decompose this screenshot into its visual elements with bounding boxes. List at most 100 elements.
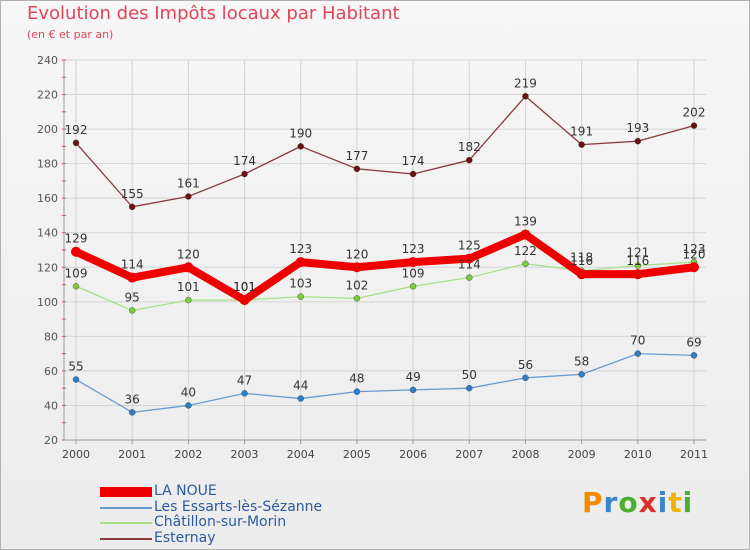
y-tick-label: 160 [37,192,58,205]
data-point [522,93,529,100]
data-label: 109 [65,266,88,280]
data-point [351,262,362,273]
legend-swatch [100,522,152,524]
y-tick-label: 20 [44,434,58,447]
data-point [634,262,642,269]
data-point [409,386,417,394]
data-point [295,257,306,268]
data-label: 182 [458,140,481,154]
data-label: 190 [289,126,312,140]
x-tick-label: 2007 [455,448,483,461]
data-point [71,246,81,257]
data-point [241,390,248,397]
data-point [632,269,643,280]
y-tick-label: 140 [37,227,58,240]
legend-swatch [100,487,152,497]
data-point [128,409,136,416]
data-point [353,388,361,395]
data-point [409,170,417,178]
data-point [466,274,473,281]
data-point [464,253,475,264]
y-tick-label: 240 [37,54,58,67]
data-label: 101 [233,280,256,294]
data-label: 121 [626,246,649,260]
data-label: 69 [686,335,701,349]
legend-label: Esternay [154,529,216,546]
data-point [297,143,304,150]
data-point [72,376,80,383]
x-tick-label: 2002 [174,448,202,461]
data-point [297,293,304,300]
series-line [75,261,695,312]
data-label: 155 [121,187,144,201]
x-tick-label: 2000 [62,448,90,461]
data-point [520,229,531,240]
x-tick-label: 2005 [343,448,371,461]
chart-subtitle: (en € et par an) [27,28,114,41]
data-point [185,193,192,200]
legend-swatch [100,506,152,509]
data-point [634,350,642,357]
data-label: 102 [345,278,368,292]
data-point [690,122,698,129]
data-point [127,272,138,283]
y-tick-label: 60 [44,365,58,378]
data-label: 114 [121,258,144,272]
data-label: 202 [683,106,706,120]
data-point [466,156,473,164]
legend-label: Les Essarts-lès-Sézanne [154,498,323,515]
data-point [634,137,642,145]
data-point [690,352,698,359]
legend-swatch [100,537,152,540]
data-point [578,371,585,378]
series-line [75,95,695,208]
y-tick-label: 100 [37,296,58,309]
data-label: 191 [570,125,593,139]
legend-label: LA NOUE [154,483,217,499]
x-tick-label: 2010 [624,448,652,461]
data-label: 174 [402,154,425,168]
data-point [183,262,194,273]
data-point [409,283,417,290]
data-label: 192 [65,123,88,137]
data-label: 116 [570,254,593,268]
data-label: 161 [177,176,200,190]
x-tick-label: 2009 [568,448,596,461]
data-point [241,170,248,178]
data-label: 193 [626,121,649,135]
y-tick-label: 80 [44,330,58,343]
data-label: 116 [626,254,649,268]
y-tick-label: 200 [37,123,58,136]
data-label: 44 [293,379,308,393]
legend-label: Châtillon-sur-Morin [154,514,287,530]
data-label: 123 [289,242,312,256]
proxiti-logo: Proxiti [582,486,694,519]
data-point [185,296,192,304]
y-tick-label: 220 [37,89,58,102]
data-point [185,402,192,409]
data-point [576,269,587,280]
data-label: 114 [458,258,481,272]
chart-title: Evolution des Impôts locaux par Habitant [27,3,400,24]
data-label: 58 [574,354,589,368]
y-tick-label: 120 [37,261,58,274]
x-tick-label: 2006 [399,448,427,461]
data-label: 219 [514,76,537,90]
data-label: 123 [683,242,706,256]
data-point [72,139,80,147]
x-tick-label: 2001 [118,448,146,461]
data-label: 49 [405,370,420,384]
data-label: 118 [570,251,593,265]
x-tick-label: 2004 [287,448,315,461]
data-point [239,295,250,306]
x-tick-label: 2003 [231,448,259,461]
data-label: 139 [514,214,537,228]
data-label: 101 [177,280,200,294]
data-point [353,165,361,173]
x-tick-label: 2011 [680,448,708,461]
data-label: 48 [349,372,364,386]
data-label: 177 [345,149,368,163]
data-label: 50 [462,368,477,382]
data-label: 36 [125,392,140,406]
data-point [408,257,419,268]
